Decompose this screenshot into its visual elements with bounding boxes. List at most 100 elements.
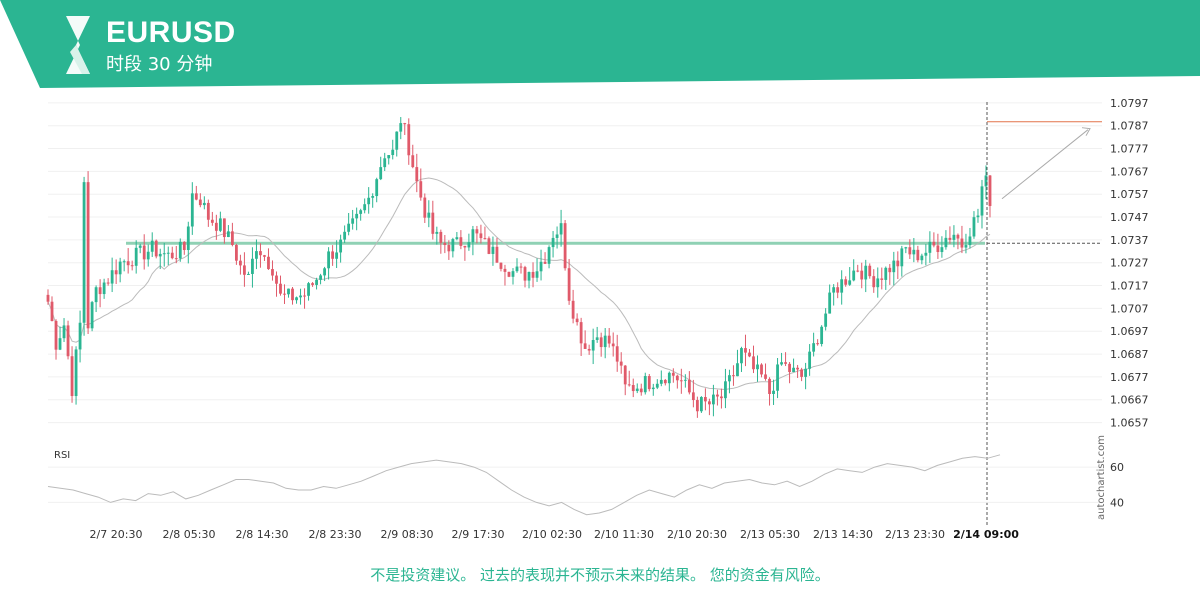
candle-down (66, 325, 70, 357)
candle-down (764, 374, 767, 379)
candle-up (58, 338, 62, 350)
price-tick-label: 1.0767 (1110, 165, 1149, 178)
candle-down (531, 271, 535, 278)
candle-down (567, 268, 571, 301)
candle-up (884, 267, 888, 280)
candle-down (788, 363, 791, 373)
candle-down (908, 247, 912, 255)
moving-average (47, 177, 991, 391)
candle-down (447, 245, 451, 252)
candle-up (539, 261, 543, 272)
candle-down (716, 394, 719, 397)
candle-up (383, 158, 387, 168)
candle-down (519, 266, 523, 268)
candle-up (323, 268, 326, 276)
rsi-line (47, 454, 1001, 516)
candle-up (82, 182, 86, 323)
candle-down (114, 270, 118, 275)
candle-down (607, 335, 611, 344)
forecast-arrow-line (1001, 129, 1089, 200)
candle-up (391, 149, 395, 156)
candle-down (844, 279, 848, 285)
candle-down (419, 181, 423, 198)
price-tick-label: 1.0657 (1110, 417, 1149, 430)
candle-up (852, 270, 856, 281)
candle-down (571, 300, 575, 319)
candle-down (748, 352, 751, 357)
candles (46, 117, 992, 418)
candle-down (170, 252, 174, 259)
candle-down (856, 270, 860, 272)
candle-down (768, 378, 771, 394)
candle-up (162, 253, 166, 255)
price-tick-label: 1.0727 (1110, 257, 1149, 270)
candle-up (776, 364, 779, 391)
candle-down (960, 238, 964, 248)
candle-up (379, 167, 383, 180)
candle-up (828, 292, 832, 314)
candle-down (836, 287, 840, 293)
watermark: autochartist.com (1096, 435, 1107, 520)
symbol-title: EURUSD (106, 16, 236, 49)
candle-down (860, 270, 864, 280)
price-tick-label: 1.0787 (1110, 120, 1149, 133)
candle-down (243, 265, 246, 275)
candle-up (343, 231, 347, 240)
candle-up (511, 271, 515, 277)
candle-up (667, 372, 671, 384)
candle-up (848, 280, 852, 285)
candle-down (126, 261, 130, 266)
candle-down (956, 234, 960, 239)
candle-down (495, 246, 499, 263)
candle-down (483, 238, 487, 240)
candle-up (724, 381, 727, 399)
candle-up (976, 215, 980, 218)
candle-up (399, 123, 403, 132)
candle-up (218, 218, 222, 231)
candle-down (239, 260, 242, 266)
candle-down (752, 356, 755, 370)
candle-up (699, 397, 703, 412)
candle-down (50, 301, 54, 321)
candle-down (479, 233, 483, 239)
candle-down (720, 396, 723, 399)
candle-down (623, 365, 627, 385)
candle-up (555, 234, 559, 238)
candle-up (371, 196, 375, 198)
candle-up (876, 278, 880, 288)
candle-down (647, 376, 651, 390)
price-tick-label: 1.0757 (1110, 188, 1149, 201)
candle-down (130, 265, 134, 267)
candle-down (932, 241, 936, 246)
candle-up (118, 261, 122, 275)
candle-up (451, 239, 455, 252)
time-tick-label: 2/10 20:30 (667, 528, 727, 541)
candle-up (315, 279, 318, 285)
rsi-tick-label: 60 (1110, 461, 1124, 474)
banner-background (0, 0, 1200, 88)
candle-down (263, 255, 266, 257)
time-tick-label: 2/10 11:30 (594, 528, 654, 541)
candle-down (283, 293, 286, 295)
candle-down (423, 197, 427, 218)
candle-up (247, 273, 250, 275)
candle-up (712, 394, 715, 405)
candle-up (150, 240, 154, 252)
candle-up (736, 363, 739, 377)
candle-down (331, 251, 335, 259)
candle-down (599, 337, 603, 348)
candle-down (587, 348, 591, 351)
candle-up (471, 229, 475, 243)
candle-up (287, 288, 290, 295)
candle-up (110, 270, 114, 284)
candle-up (928, 241, 932, 253)
time-tick-label: 2/8 05:30 (163, 528, 216, 541)
candle-up (327, 251, 330, 269)
time-tick-label: 2/9 17:30 (452, 528, 505, 541)
price-tick-label: 1.0797 (1110, 97, 1149, 110)
candle-up (186, 226, 190, 251)
candle-up (904, 247, 908, 249)
candle-up (551, 237, 555, 248)
timeframe-label: 时段 30 分钟 (106, 54, 213, 75)
candle-up (659, 379, 663, 384)
